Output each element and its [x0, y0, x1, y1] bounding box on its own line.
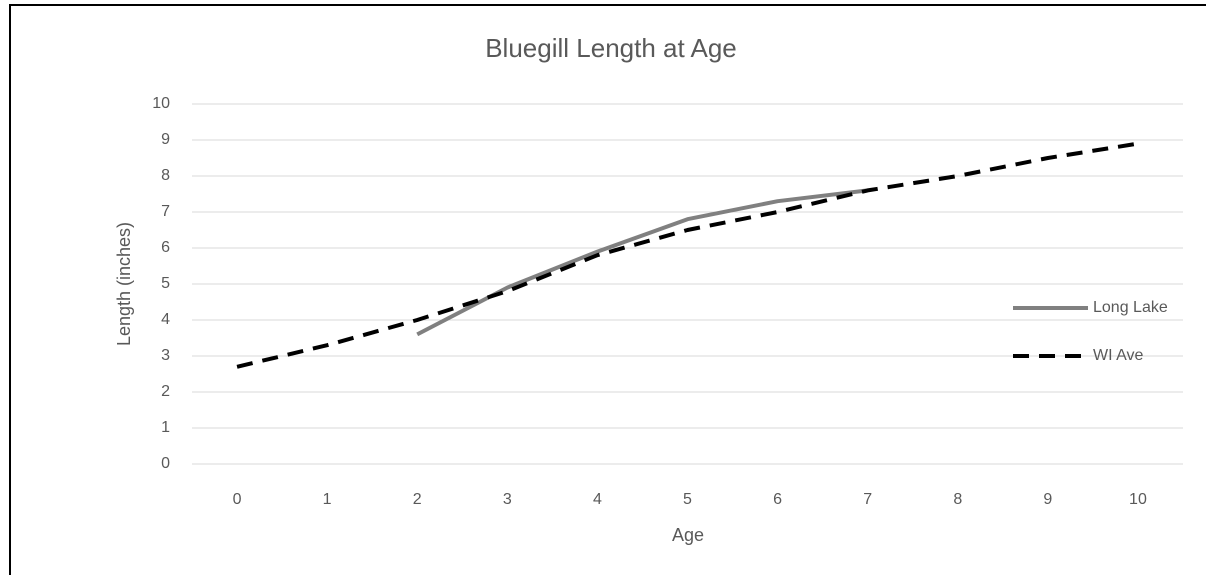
- x-tick-label: 4: [593, 491, 602, 508]
- x-tick-label: 1: [323, 491, 332, 508]
- line-series: [236, 141, 1139, 369]
- legend-label: WI Ave: [1093, 347, 1143, 364]
- x-tick-label: 9: [1043, 491, 1052, 508]
- y-tick-label: 3: [161, 347, 170, 364]
- x-tick-label: 7: [863, 491, 872, 508]
- y-tick-label: 8: [161, 167, 170, 184]
- x-tick-label: 6: [773, 491, 782, 508]
- y-tick-label: 0: [161, 455, 170, 472]
- legend-label: Long Lake: [1093, 299, 1168, 316]
- x-tick-label: 10: [1129, 491, 1147, 508]
- y-tick-label: 7: [161, 203, 170, 220]
- y-tick-label: 1: [161, 419, 170, 436]
- y-tick-label: 10: [152, 95, 170, 112]
- x-axis-label: Age: [672, 525, 704, 545]
- x-tick-label: 8: [953, 491, 962, 508]
- y-axis-label: Length (inches): [114, 222, 134, 346]
- x-tick-label: 0: [233, 491, 242, 508]
- x-tick-label: 3: [503, 491, 512, 508]
- y-tick-label: 6: [161, 239, 170, 256]
- chart-title: Bluegill Length at Age: [485, 33, 737, 63]
- x-tick-label: 2: [413, 491, 422, 508]
- y-tick-label: 2: [161, 383, 170, 400]
- y-tick-label: 9: [161, 131, 170, 148]
- y-tick-label: 5: [161, 275, 170, 292]
- y-tick-label: 4: [161, 311, 170, 328]
- x-tick-label: 5: [683, 491, 692, 508]
- chart-frame: [9, 4, 1206, 575]
